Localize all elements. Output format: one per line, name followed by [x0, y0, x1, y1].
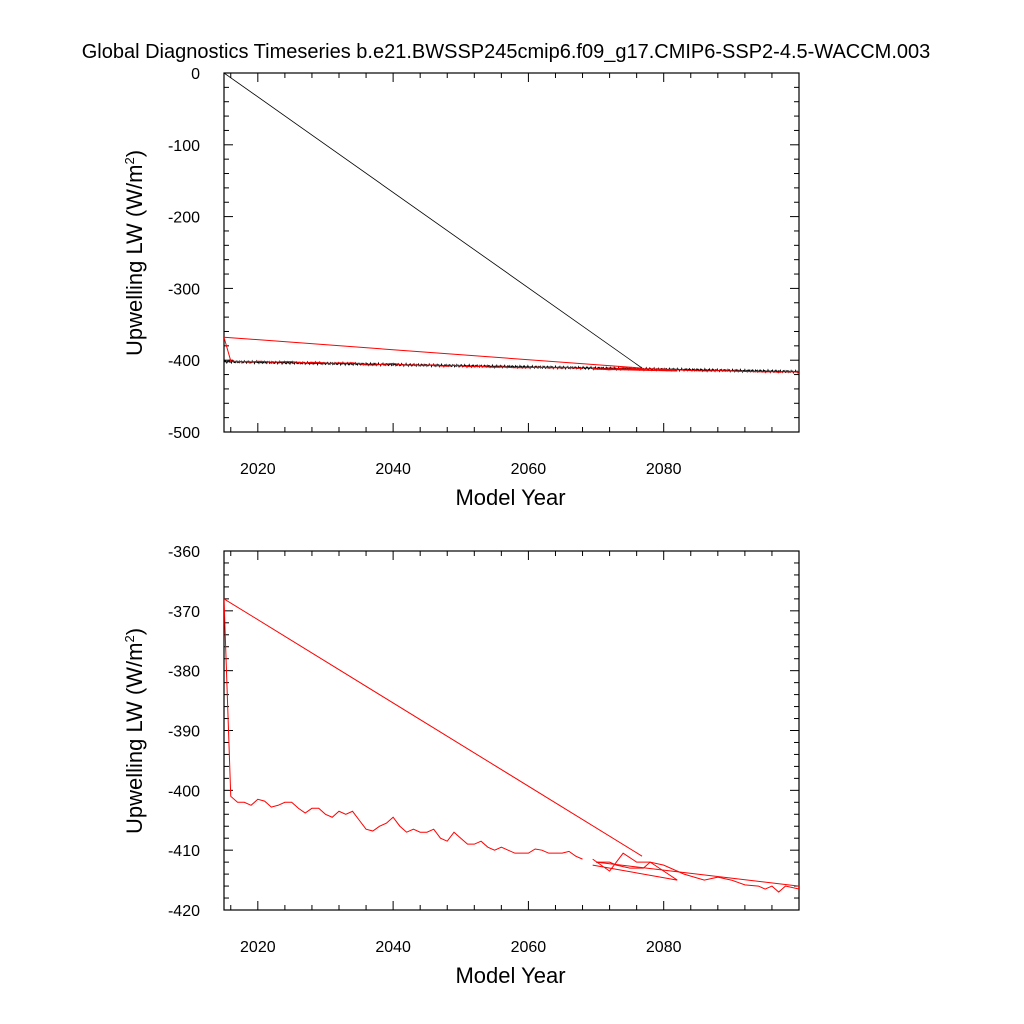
y-axis-label: Upwelling LW (W/m2): [122, 628, 147, 834]
top-chart: 2020 2040 2060 2080 0 -100 -200 -300 -400 -500 Mod…: [122, 66, 800, 510]
x-axis-label: Model Year: [455, 963, 565, 988]
x-tick-label: 2020: [240, 461, 276, 478]
x-tick-label: 2040: [375, 939, 411, 956]
y-tick-label: -400: [168, 783, 200, 800]
plot-frame: [223, 550, 800, 911]
y-tick-label: -400: [168, 353, 200, 370]
series-line-annual-overlay: [230, 360, 583, 369]
series-line-annual-seg4: [596, 861, 799, 887]
x-tick-label: 2080: [646, 939, 682, 956]
y-tick-label: -500: [168, 425, 200, 442]
series-group: [224, 598, 799, 893]
figure-title: Global Diagnostics Timeseries b.e21.BWSS…: [82, 41, 931, 63]
y-axis-label: Upwelling LW (W/m2): [122, 150, 147, 356]
series-line-annual-seg1: [592, 852, 678, 881]
y-tick-label: -410: [168, 843, 200, 860]
y-tick-label: -370: [168, 604, 200, 621]
y-tick-label: -390: [168, 724, 200, 741]
y-tick-label: -300: [168, 281, 200, 298]
series-line-annual-seg2: [596, 861, 799, 893]
y-tick-label: -420: [168, 903, 200, 920]
x-tick-label: 2060: [511, 461, 547, 478]
ticks: [224, 550, 800, 911]
y-tick-label: 0: [191, 66, 200, 83]
series-line-annual-overlay: [596, 368, 799, 373]
x-tick-label: 2040: [375, 461, 411, 478]
series-line-annual-seg3: [224, 598, 643, 857]
plot-frame: [223, 72, 800, 433]
series-line-annual: [224, 336, 643, 369]
bottom-chart: 2020 2040 2060 2080 -360 -370 -380 -390 -400 -410…: [122, 544, 800, 988]
y-tick-label: -200: [168, 210, 200, 227]
series-line-monthly-jump: [224, 73, 643, 369]
series-group: [224, 73, 799, 375]
series-line-annual-seg0: [224, 598, 583, 860]
x-tick-label: 2020: [240, 939, 276, 956]
x-axis-label: Model Year: [455, 485, 565, 510]
x-tick-label: 2080: [646, 461, 682, 478]
ticks: [224, 72, 800, 433]
series-line-annual-overlay: [592, 367, 678, 372]
x-tick-label: 2060: [511, 939, 547, 956]
y-tick-label: -380: [168, 664, 200, 681]
y-tick-label: -360: [168, 544, 200, 561]
y-tick-label: -100: [168, 138, 200, 155]
